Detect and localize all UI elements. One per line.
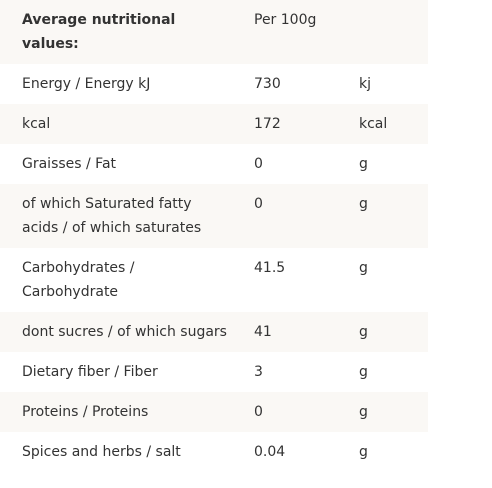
cell-value: 730 [254,76,281,92]
cell-unit: g [359,444,368,460]
nutrition-table: Average nutritional values: Per 100g Energ… [0,0,428,472]
cell-label: Proteins / Proteins [22,404,149,420]
table-row: Energy / Energy kJ 730 kj [0,64,428,104]
header-row: Average nutritional values: Per 100g [0,0,428,64]
cell-value: Per 100g [254,12,317,28]
cell-value: 3 [254,364,263,380]
table-row: Proteins / Proteins 0 g [0,392,428,432]
cell-unit: kcal [359,116,388,132]
table-row: Graisses / Fat 0 g [0,144,428,184]
cell-value: 0 [254,156,263,172]
cell-label: of which Saturated fatty acids / of whic… [22,196,202,236]
cell-unit [337,0,428,64]
cell-label: Spices and herbs / salt [22,444,181,460]
cell-unit: g [359,260,368,276]
cell-value: 0 [254,196,263,212]
cell-value: 172 [254,116,281,132]
cell-value: 41 [254,324,272,340]
cell-unit: g [359,364,368,380]
cell-label: Average nutritional values: [22,12,176,52]
cell-unit: kj [359,76,371,92]
table-row: of which Saturated fatty acids / of whic… [0,184,428,248]
cell-label: Energy / Energy kJ [22,76,151,92]
cell-label: kcal [22,116,51,132]
cell-value: 0.04 [254,444,286,460]
cell-label: dont sucres / of which sugars [22,324,227,340]
table-row: dont sucres / of which sugars 41 g [0,312,428,352]
cell-value: 41.5 [254,260,286,276]
cell-unit: g [359,156,368,172]
table-row: Spices and herbs / salt 0.04 g [0,432,428,472]
cell-label: Dietary fiber / Fiber [22,364,158,380]
table-row: Carbohydrates / Carbohydrate 41.5 g [0,248,428,312]
cell-unit: g [359,324,368,340]
cell-label: Carbohydrates / Carbohydrate [22,260,135,300]
cell-unit: g [359,404,368,420]
table-row: kcal 172 kcal [0,104,428,144]
cell-label: Graisses / Fat [22,156,117,172]
cell-unit: g [359,196,368,212]
cell-value: 0 [254,404,263,420]
table-row: Dietary fiber / Fiber 3 g [0,352,428,392]
